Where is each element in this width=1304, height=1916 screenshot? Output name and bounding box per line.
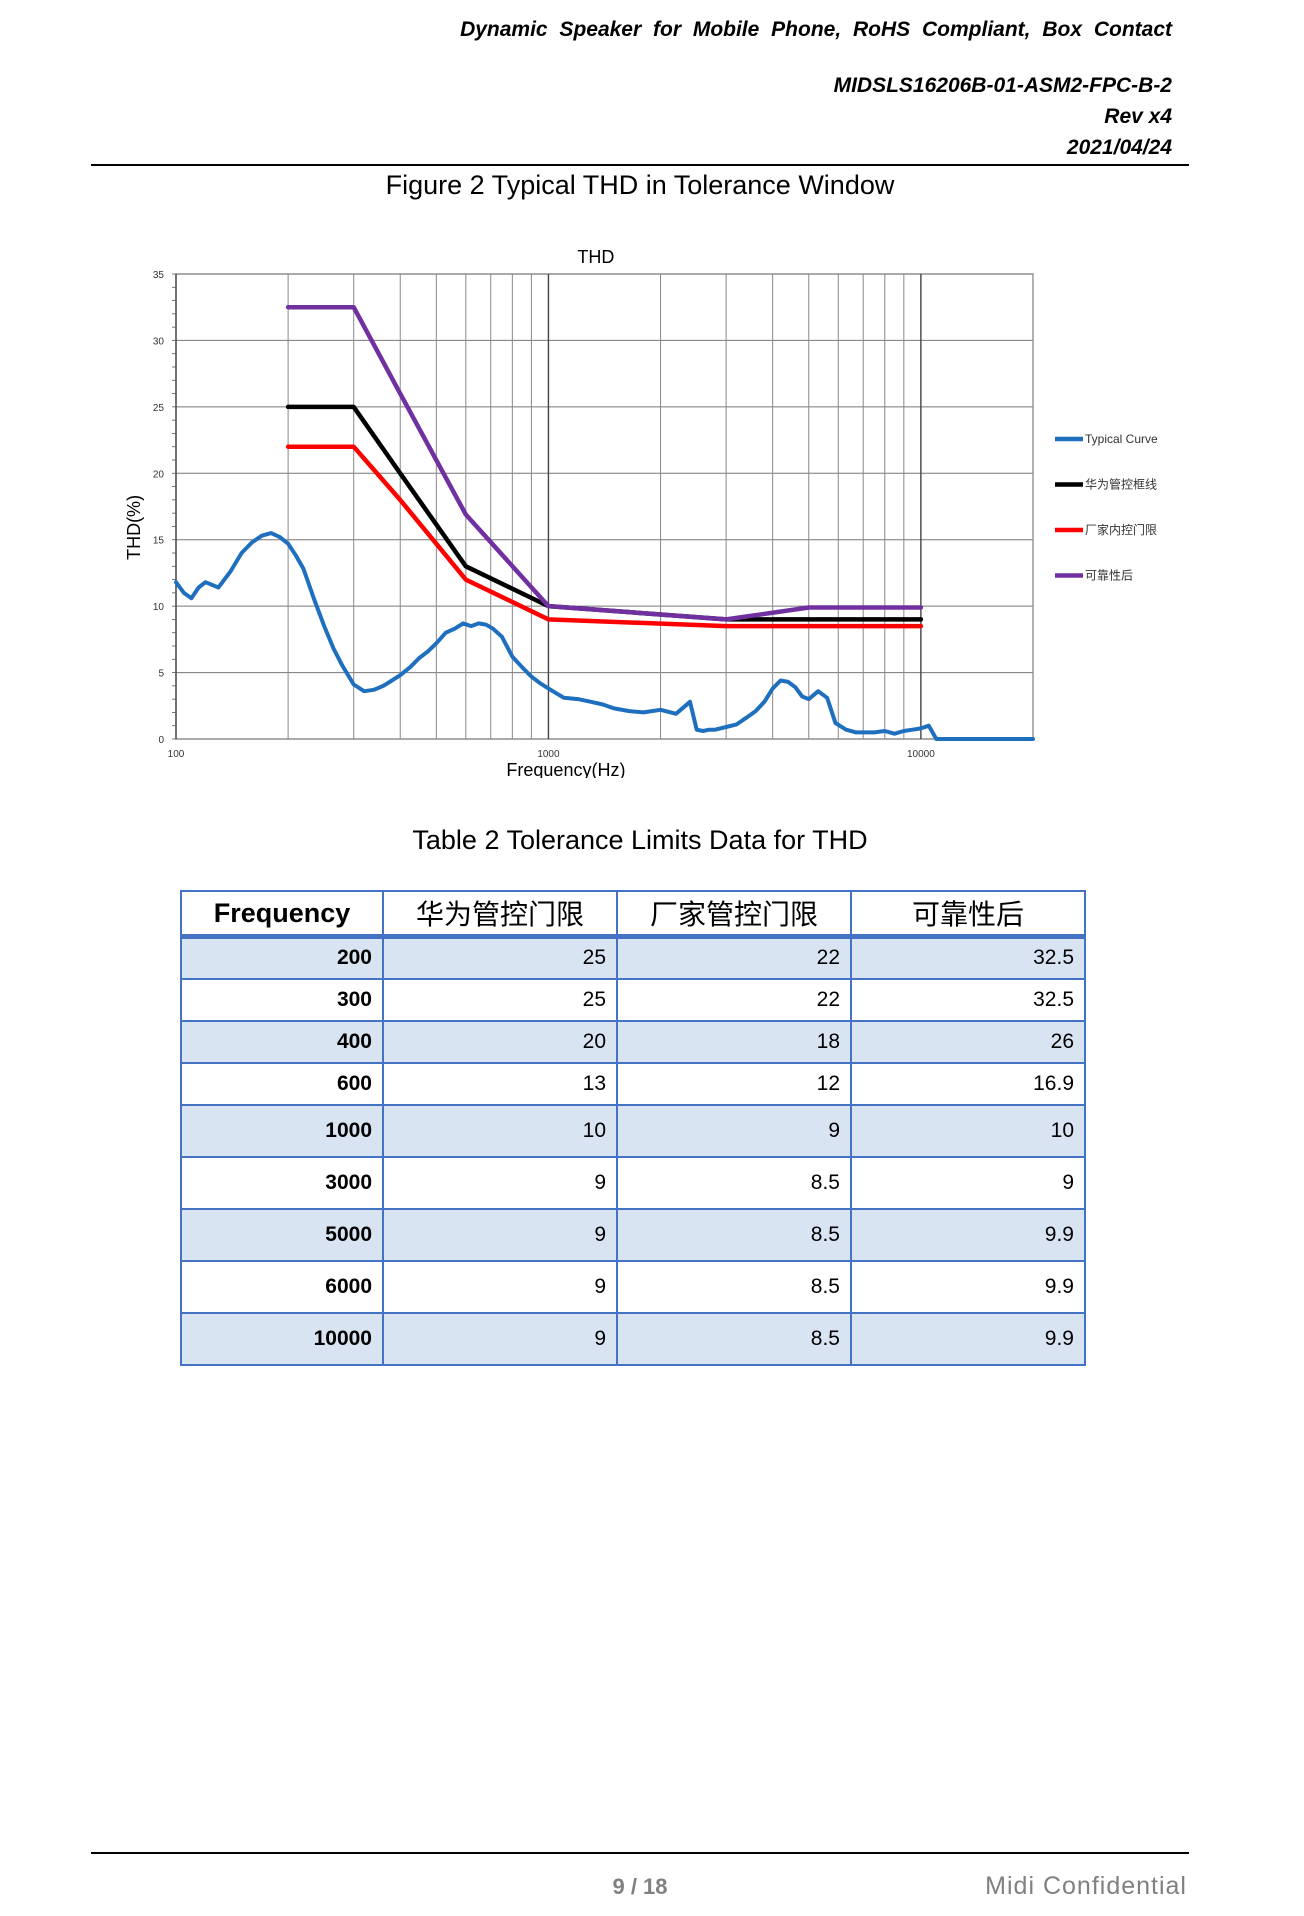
thd-chart: 0 5 10 15 20 25 30 35 100 1000 10000 THD Frequency(H… <box>124 247 1158 778</box>
table-caption: Table 2 Tolerance Limits Data for THD <box>412 825 868 855</box>
footer-divider <box>91 1852 1189 1854</box>
cell-freq: 200 <box>180 935 384 980</box>
table-row: 10000 9 8.5 9.9 <box>180 1311 1086 1366</box>
y-tick-label: 0 <box>158 735 164 746</box>
cell-vendor: 18 <box>616 1019 852 1064</box>
cell-freq: 1000 <box>180 1103 384 1158</box>
cell-reliability: 9 <box>850 1155 1086 1210</box>
cell-reliability: 32.5 <box>850 977 1086 1022</box>
table-row: 600 13 12 16.9 <box>180 1061 1086 1106</box>
cell-reliability: 16.9 <box>850 1061 1086 1106</box>
header-reliability: 可靠性后 <box>850 890 1086 939</box>
y-axis-label: THD(%) <box>124 495 144 560</box>
header-product: Dynamic Speaker for Mobile Phone, RoHS C… <box>460 18 1172 41</box>
cell-vendor: 8.5 <box>616 1155 852 1210</box>
cell-vendor: 22 <box>616 935 852 980</box>
table-row: 1000 10 9 10 <box>180 1103 1086 1158</box>
y-tick-label: 25 <box>153 403 165 414</box>
cell-vendor: 8.5 <box>616 1311 852 1366</box>
cell-freq: 600 <box>180 1061 384 1106</box>
cell-reliability: 9.9 <box>850 1207 1086 1262</box>
confidential-label: Midi Confidential <box>985 1872 1187 1900</box>
figure-caption: Figure 2 Typical THD in Tolerance Window <box>385 170 895 200</box>
y-tick-label: 5 <box>158 669 164 680</box>
header-part-number: MIDSLS16206B-01-ASM2-FPC-B-2 <box>833 74 1172 97</box>
header-frequency: Frequency <box>180 890 384 939</box>
legend-label: Typical Curve <box>1085 432 1158 446</box>
cell-huawei: 25 <box>382 935 618 980</box>
cell-huawei: 10 <box>382 1103 618 1158</box>
cell-reliability: 10 <box>850 1103 1086 1158</box>
series-line-3 <box>285 304 924 622</box>
cell-huawei: 13 <box>382 1061 618 1106</box>
table-row: 6000 9 8.5 9.9 <box>180 1259 1086 1314</box>
legend-label: 厂家内控门限 <box>1085 522 1157 537</box>
page-number: 9 / 18 <box>612 1874 668 1899</box>
legend-label: 华为管控框线 <box>1085 477 1157 492</box>
table-row: 300 25 22 32.5 <box>180 977 1086 1022</box>
cell-freq: 3000 <box>180 1155 384 1210</box>
series-line-2 <box>285 444 924 629</box>
cell-freq: 5000 <box>180 1207 384 1262</box>
cell-vendor: 8.5 <box>616 1207 852 1262</box>
cell-reliability: 32.5 <box>850 935 1086 980</box>
cell-vendor: 8.5 <box>616 1259 852 1314</box>
thd-tolerance-table: Frequency 华为管控门限 厂家管控门限 可靠性后 200 25 22 32.5… <box>180 890 1086 1366</box>
cell-huawei: 25 <box>382 977 618 1022</box>
x-tick-label: 100 <box>168 749 185 760</box>
x-axis-label: Frequency(Hz) <box>506 760 625 778</box>
plot-frame <box>175 273 1034 740</box>
cell-vendor: 12 <box>616 1061 852 1106</box>
cell-freq: 400 <box>180 1019 384 1064</box>
chart-title: THD <box>577 247 614 267</box>
cell-freq: 6000 <box>180 1259 384 1314</box>
y-tick-label: 10 <box>153 602 165 613</box>
cell-reliability: 26 <box>850 1019 1086 1064</box>
cell-huawei: 9 <box>382 1311 618 1366</box>
cell-huawei: 9 <box>382 1155 618 1210</box>
cell-reliability: 9.9 <box>850 1311 1086 1366</box>
cell-huawei: 9 <box>382 1259 618 1314</box>
table-row: 200 25 22 32.5 <box>180 935 1086 980</box>
series-line-0 <box>174 531 1035 741</box>
cell-huawei: 20 <box>382 1019 618 1064</box>
table-row: 400 20 18 26 <box>180 1019 1086 1064</box>
cell-freq: 10000 <box>180 1311 384 1366</box>
x-tick-label: 10000 <box>907 749 935 760</box>
table-row: 3000 9 8.5 9 <box>180 1155 1086 1210</box>
cell-vendor: 22 <box>616 977 852 1022</box>
cell-vendor: 9 <box>616 1103 852 1158</box>
header-vendor-limit: 厂家管控门限 <box>616 890 852 939</box>
cell-huawei: 9 <box>382 1207 618 1262</box>
header-huawei-limit: 华为管控门限 <box>382 890 618 939</box>
legend-label: 可靠性后 <box>1085 569 1133 583</box>
header-date: 2021/04/24 <box>1066 136 1172 159</box>
header-revision: Rev x4 <box>1104 105 1172 128</box>
table-row: 5000 9 8.5 9.9 <box>180 1207 1086 1262</box>
y-tick-label: 35 <box>153 270 165 281</box>
y-tick-label: 20 <box>153 469 165 480</box>
header-divider <box>91 164 1189 166</box>
x-tick-label: 1000 <box>537 749 560 760</box>
cell-freq: 300 <box>180 977 384 1022</box>
y-tick-label: 15 <box>153 536 165 547</box>
cell-reliability: 9.9 <box>850 1259 1086 1314</box>
y-tick-label: 30 <box>153 336 165 347</box>
